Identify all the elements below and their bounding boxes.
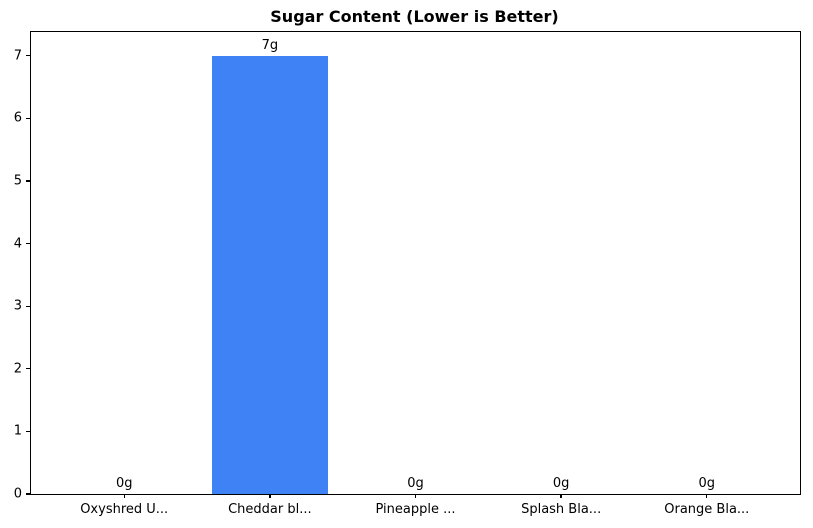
x-tick [123,494,125,498]
x-tick-label: Pineapple ... [375,502,456,517]
bar-value-label: 0g [407,476,424,491]
bar-value-label: 0g [552,476,570,491]
bar-value-label: 7g [261,37,279,53]
y-tick [26,180,30,182]
chart-title: Sugar Content (Lower is Better) [270,7,559,26]
y-tick [26,493,30,495]
bar-value-label: 0g [698,476,716,491]
y-tick-label: 4 [13,236,22,252]
x-tick-label: Splash Bla... [521,502,602,517]
y-tick [26,305,30,307]
y-tick [26,368,30,370]
x-tick-label: Cheddar bl... [228,502,312,517]
y-tick-label: 0 [13,486,22,502]
y-tick-label: 2 [13,361,22,377]
x-tick-label: Oxyshred U... [80,502,169,517]
bar [211,55,329,494]
y-tick [26,430,30,433]
y-tick [26,117,30,120]
y-tick [26,242,30,245]
y-tick-label: 1 [13,423,22,439]
y-tick-label: 5 [13,173,22,189]
plot-area: 0 1 2 3 4 5 6 7 0g Oxyshred U... 7g Cheddar bl... 0g… [14,31,801,517]
x-tick [269,494,271,498]
x-tick-label: Orange Bla... [664,502,750,517]
y-tick [26,55,30,57]
x-tick [414,494,417,498]
y-tick-label: 6 [13,110,22,126]
y-tick-label: 7 [13,48,22,64]
y-tick-label: 3 [13,298,22,314]
x-tick [706,494,708,498]
x-tick [560,494,562,498]
bar-value-label: 0g [115,476,133,491]
